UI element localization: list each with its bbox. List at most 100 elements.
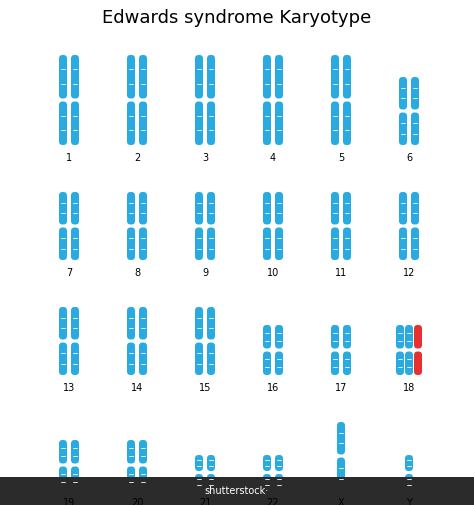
FancyBboxPatch shape [263,455,271,471]
Text: 16: 16 [267,383,279,393]
Text: 18: 18 [403,383,415,393]
FancyBboxPatch shape [71,467,79,490]
FancyBboxPatch shape [263,227,271,260]
FancyBboxPatch shape [207,227,215,260]
Text: shutterstock·: shutterstock· [205,486,269,496]
FancyBboxPatch shape [275,351,283,375]
FancyBboxPatch shape [399,113,407,145]
FancyBboxPatch shape [263,325,271,348]
FancyBboxPatch shape [195,55,203,98]
FancyBboxPatch shape [343,325,351,348]
FancyBboxPatch shape [127,192,135,225]
FancyBboxPatch shape [71,342,79,375]
FancyBboxPatch shape [343,351,351,375]
FancyBboxPatch shape [127,440,135,464]
FancyBboxPatch shape [207,474,215,490]
FancyBboxPatch shape [263,102,271,145]
FancyBboxPatch shape [263,192,271,225]
FancyBboxPatch shape [207,307,215,339]
FancyBboxPatch shape [0,477,474,505]
Text: 4: 4 [270,153,276,163]
FancyBboxPatch shape [263,474,271,490]
FancyBboxPatch shape [331,192,339,225]
Text: 3: 3 [202,153,208,163]
FancyBboxPatch shape [275,55,283,98]
FancyBboxPatch shape [263,55,271,98]
Text: 11: 11 [335,268,347,278]
Text: 9: 9 [202,268,208,278]
FancyBboxPatch shape [207,455,215,471]
FancyBboxPatch shape [127,342,135,375]
FancyBboxPatch shape [71,102,79,145]
FancyBboxPatch shape [195,227,203,260]
Text: 8: 8 [134,268,140,278]
FancyBboxPatch shape [71,227,79,260]
FancyBboxPatch shape [139,102,147,145]
FancyBboxPatch shape [127,227,135,260]
FancyBboxPatch shape [411,227,419,260]
FancyBboxPatch shape [59,227,67,260]
FancyBboxPatch shape [139,227,147,260]
FancyBboxPatch shape [59,440,67,464]
FancyBboxPatch shape [195,474,203,490]
FancyBboxPatch shape [59,307,67,339]
FancyBboxPatch shape [405,325,413,348]
FancyBboxPatch shape [275,192,283,225]
FancyBboxPatch shape [139,55,147,98]
FancyBboxPatch shape [405,455,413,471]
FancyBboxPatch shape [139,440,147,464]
FancyBboxPatch shape [399,77,407,110]
Text: X: X [337,498,344,505]
Text: 5: 5 [338,153,344,163]
FancyBboxPatch shape [59,102,67,145]
Text: 10: 10 [267,268,279,278]
FancyBboxPatch shape [195,102,203,145]
FancyBboxPatch shape [405,351,413,375]
FancyBboxPatch shape [127,307,135,339]
Text: 19: 19 [63,498,75,505]
FancyBboxPatch shape [59,55,67,98]
FancyBboxPatch shape [207,192,215,225]
FancyBboxPatch shape [343,192,351,225]
FancyBboxPatch shape [59,467,67,490]
Text: Y: Y [406,498,412,505]
FancyBboxPatch shape [71,55,79,98]
Text: 12: 12 [403,268,415,278]
Text: 22: 22 [267,498,279,505]
Text: 7: 7 [66,268,72,278]
FancyBboxPatch shape [195,342,203,375]
FancyBboxPatch shape [343,102,351,145]
FancyBboxPatch shape [331,325,339,348]
FancyBboxPatch shape [411,77,419,110]
FancyBboxPatch shape [396,325,404,348]
FancyBboxPatch shape [411,113,419,145]
FancyBboxPatch shape [127,102,135,145]
FancyBboxPatch shape [414,325,422,348]
FancyBboxPatch shape [396,351,404,375]
FancyBboxPatch shape [195,307,203,339]
FancyBboxPatch shape [275,102,283,145]
Text: Edwards syndrome Karyotype: Edwards syndrome Karyotype [102,9,372,27]
Text: 20: 20 [131,498,143,505]
FancyBboxPatch shape [127,467,135,490]
FancyBboxPatch shape [405,474,413,490]
FancyBboxPatch shape [343,227,351,260]
Text: 6: 6 [406,153,412,163]
FancyBboxPatch shape [337,458,345,490]
Text: 13: 13 [63,383,75,393]
FancyBboxPatch shape [59,192,67,225]
FancyBboxPatch shape [331,55,339,98]
FancyBboxPatch shape [275,325,283,348]
FancyBboxPatch shape [275,474,283,490]
FancyBboxPatch shape [343,55,351,98]
FancyBboxPatch shape [275,227,283,260]
FancyBboxPatch shape [207,342,215,375]
FancyBboxPatch shape [411,192,419,225]
FancyBboxPatch shape [139,192,147,225]
FancyBboxPatch shape [207,102,215,145]
FancyBboxPatch shape [71,192,79,225]
Text: 17: 17 [335,383,347,393]
FancyBboxPatch shape [331,102,339,145]
FancyBboxPatch shape [207,55,215,98]
FancyBboxPatch shape [127,55,135,98]
